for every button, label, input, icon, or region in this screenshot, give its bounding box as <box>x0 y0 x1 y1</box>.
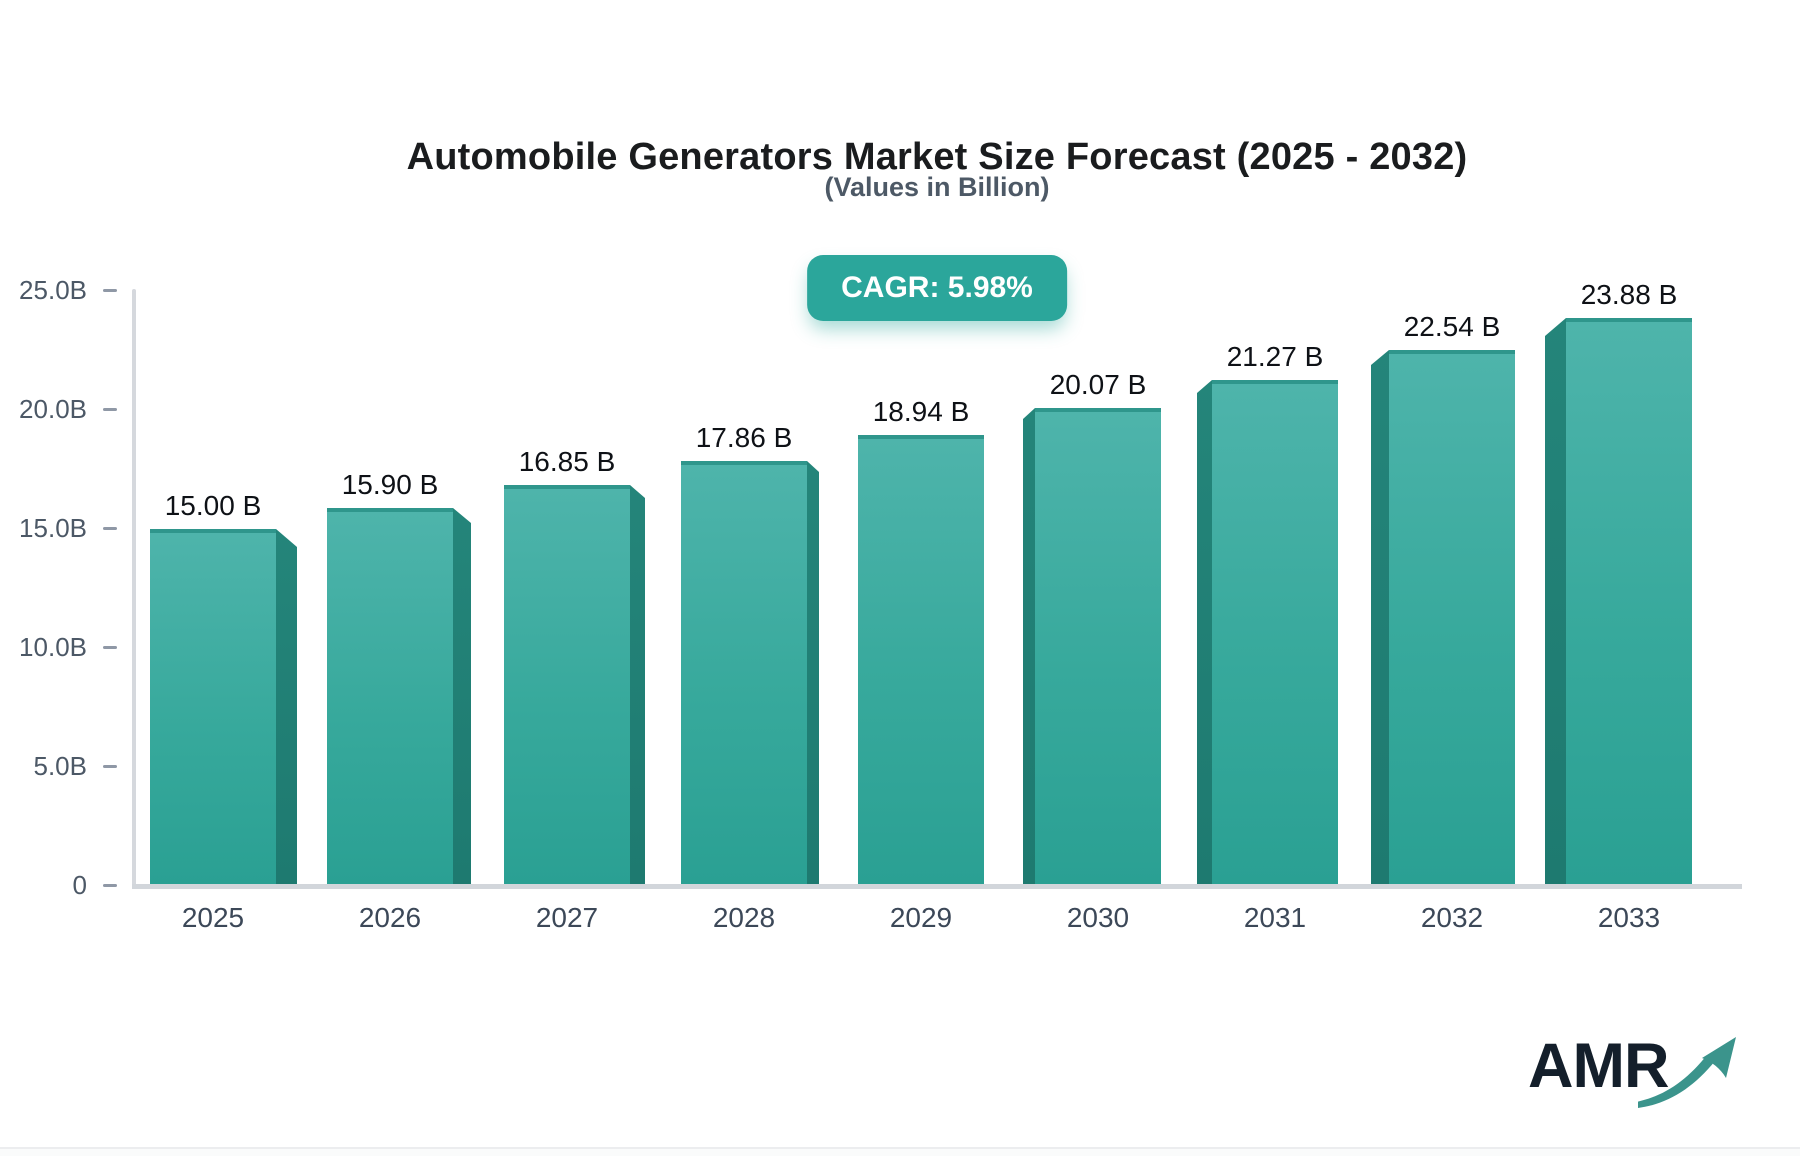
y-axis-tick-label: 10.0B <box>19 632 87 662</box>
y-axis-tick-dash <box>103 527 117 530</box>
y-axis-tick-label: 20.0B <box>19 394 87 424</box>
bar-front-face <box>1212 380 1338 885</box>
bar-2033: 23.88 B <box>1545 279 1692 885</box>
bar-2031: 21.27 B <box>1197 341 1338 885</box>
x-axis-label-2029: 2029 <box>889 902 953 933</box>
bar-2030: 20.07 B <box>1023 369 1161 885</box>
bar-value-label: 17.86 B <box>695 422 793 453</box>
x-axis-line <box>132 884 1742 889</box>
y-axis-tick-label: 5.0B <box>33 751 88 781</box>
bar-value-label: 21.27 B <box>1226 341 1324 372</box>
bar-value-label: 18.94 B <box>872 396 970 427</box>
bar-side-face <box>276 529 297 885</box>
bar-front-face <box>327 508 453 885</box>
amr-logo: AMR <box>1528 1030 1736 1126</box>
x-axis-label-2032: 2032 <box>1420 902 1484 933</box>
bar-value-label: 23.88 B <box>1580 279 1678 310</box>
cagr-badge: CAGR: 5.98% <box>807 255 1067 321</box>
bar-front-face <box>1389 350 1515 885</box>
bar-value-label: 15.00 B <box>164 490 262 521</box>
bar-side-face <box>1545 318 1566 885</box>
x-axis-label-2026: 2026 <box>358 902 422 933</box>
bar-side-face <box>630 485 645 885</box>
bar-2027: 16.85 B <box>504 446 645 885</box>
x-axis-label-2033: 2033 <box>1597 902 1661 933</box>
bar-side-face <box>453 508 471 885</box>
y-axis-tick-dash <box>103 408 117 411</box>
bar-value-label: 15.90 B <box>341 469 439 500</box>
bar-front-face <box>1566 318 1692 885</box>
bar-2028: 17.86 B <box>681 422 819 885</box>
x-axis-label-2027: 2027 <box>535 902 599 933</box>
amr-logo-text: AMR <box>1528 1031 1669 1101</box>
y-axis-tick-label: 0 <box>72 870 87 900</box>
bar-front-face <box>681 461 807 885</box>
bar-value-label: 22.54 B <box>1403 311 1501 342</box>
y-axis-tick-dash <box>103 765 117 768</box>
y-axis-tick-dash <box>103 289 117 292</box>
y-axis-line <box>132 289 136 889</box>
chart-title: Automobile Generators Market Size Foreca… <box>406 136 1468 179</box>
bar-front-face <box>150 529 276 885</box>
page-bottom-divider <box>0 1147 1800 1156</box>
bar-2032: 22.54 B <box>1371 311 1515 885</box>
bar-2029: 18.94 B <box>858 396 984 885</box>
bar-side-face <box>1371 350 1389 885</box>
bar-front-face <box>858 435 984 885</box>
x-axis-label-2030: 2030 <box>1066 902 1130 933</box>
growth-arrow-icon <box>1638 1037 1736 1108</box>
bar-value-label: 16.85 B <box>518 446 616 477</box>
y-axis-tick-dash <box>103 646 117 649</box>
bar-front-face <box>504 485 630 885</box>
bar-side-face <box>1197 380 1212 885</box>
y-axis-tick-label: 25.0B <box>19 275 87 305</box>
bar-side-face <box>1023 408 1035 885</box>
x-axis-label-2025: 2025 <box>181 902 245 933</box>
chart-subtitle: (Values in Billion) <box>824 172 1050 202</box>
bar-2025: 15.00 B <box>150 490 297 885</box>
bar-front-face <box>1035 408 1161 885</box>
x-axis-label-2028: 2028 <box>712 902 776 933</box>
bar-2026: 15.90 B <box>327 469 471 885</box>
bar-side-face <box>807 461 819 885</box>
bar-value-label: 20.07 B <box>1049 369 1147 400</box>
y-axis-tick-label: 15.0B <box>19 513 87 543</box>
x-axis-label-2031: 2031 <box>1243 902 1307 933</box>
y-axis-tick-dash <box>103 884 117 887</box>
